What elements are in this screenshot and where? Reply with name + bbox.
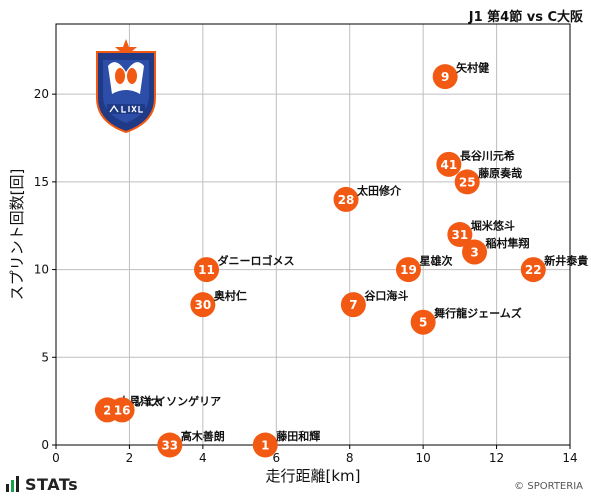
y-tick-label: 0 (41, 438, 49, 452)
point-marker (462, 239, 488, 265)
point-name: 稲村隼翔 (486, 236, 530, 250)
y-tick-label: 10 (34, 263, 49, 277)
point-number: 33 (161, 439, 178, 453)
point-name: 藤田和輝 (276, 429, 320, 443)
point-number: 11 (198, 263, 215, 277)
y-axis-label: スプリント回数[回] (8, 169, 26, 301)
data-points: 9矢村健41長谷川元希25藤原奏哉28太田修介31堀米悠斗3稲村隼翔19星雄次2… (94, 61, 588, 458)
x-tick-label: 12 (489, 451, 504, 465)
player-point: 7 谷口海斗 (340, 289, 408, 318)
player-point: 1 藤田和輝 (252, 429, 320, 458)
point-number: 1 (261, 439, 269, 453)
point-number: 16 (114, 403, 131, 417)
point-number: 3 (470, 246, 478, 260)
point-name: 太田修介 (356, 183, 402, 197)
x-tick-label: 8 (346, 451, 354, 465)
player-point: 9 矢村健 (432, 61, 490, 90)
point-number: 2 (103, 403, 111, 417)
y-tick-label: 20 (34, 87, 49, 101)
x-tick-label: 4 (199, 451, 207, 465)
player-point: 3 稲村隼翔 (462, 236, 530, 265)
grid-lines (56, 24, 570, 445)
point-name: 星雄次 (419, 254, 452, 268)
point-name: 堀米悠斗 (471, 219, 515, 233)
point-name: 矢村健 (456, 61, 490, 75)
x-axis-label: 走行距離[km] (265, 467, 360, 485)
point-marker (395, 257, 421, 283)
point-marker (333, 186, 359, 212)
stats-logo: STATs (6, 474, 78, 494)
chart-title: J1 第4節 vs C大阪 (468, 10, 583, 25)
point-number: 5 (419, 316, 427, 330)
point-name: ダニーロゴメス (218, 254, 295, 268)
y-tick-label: 15 (34, 175, 49, 189)
point-marker (436, 151, 462, 177)
point-name: 谷口海斗 (364, 289, 408, 303)
point-marker (157, 432, 183, 458)
brand-text: STATs (25, 474, 79, 494)
club-emblem-icon (96, 39, 156, 134)
point-name: 舞行龍ジェームズ (434, 306, 522, 320)
point-marker (447, 222, 473, 247)
point-name: 藤原奏哉 (478, 166, 522, 180)
player-point: 5 舞行龍ジェームズ (410, 306, 522, 335)
plot-frame (55, 23, 571, 446)
point-number: 19 (400, 263, 417, 277)
point-marker (410, 309, 436, 335)
point-marker (194, 257, 220, 283)
point-number: 7 (349, 298, 357, 312)
point-name: 新井泰貴 (544, 254, 588, 268)
point-marker (340, 292, 366, 318)
point-marker (520, 257, 546, 283)
point-marker (190, 292, 216, 318)
x-tick-label: 14 (562, 451, 577, 465)
x-tick-label: 10 (416, 451, 431, 465)
x-tick-label: 6 (272, 451, 280, 465)
point-marker (454, 169, 480, 195)
point-marker (432, 64, 458, 90)
point-marker (109, 397, 135, 423)
point-name: 奥村仁 (213, 289, 247, 303)
point-number: 9 (441, 70, 449, 84)
point-marker (252, 432, 278, 458)
x-tick-label: 0 (52, 451, 60, 465)
credit-text: © SPORTERIA (514, 481, 583, 492)
point-number: 30 (195, 298, 212, 312)
y-tick-label: 5 (41, 350, 49, 364)
point-number: 25 (459, 175, 476, 189)
point-name: ジェイソンゲリア (133, 394, 221, 408)
point-number: 22 (525, 263, 542, 277)
point-name: 高木善朗 (181, 429, 225, 443)
x-tick-label: 2 (126, 451, 134, 465)
point-name: 長谷川元希 (460, 148, 515, 162)
point-number: 41 (440, 158, 457, 172)
stats-bars-icon (6, 476, 19, 492)
point-number: 28 (338, 193, 355, 207)
point-number: 31 (452, 228, 469, 242)
